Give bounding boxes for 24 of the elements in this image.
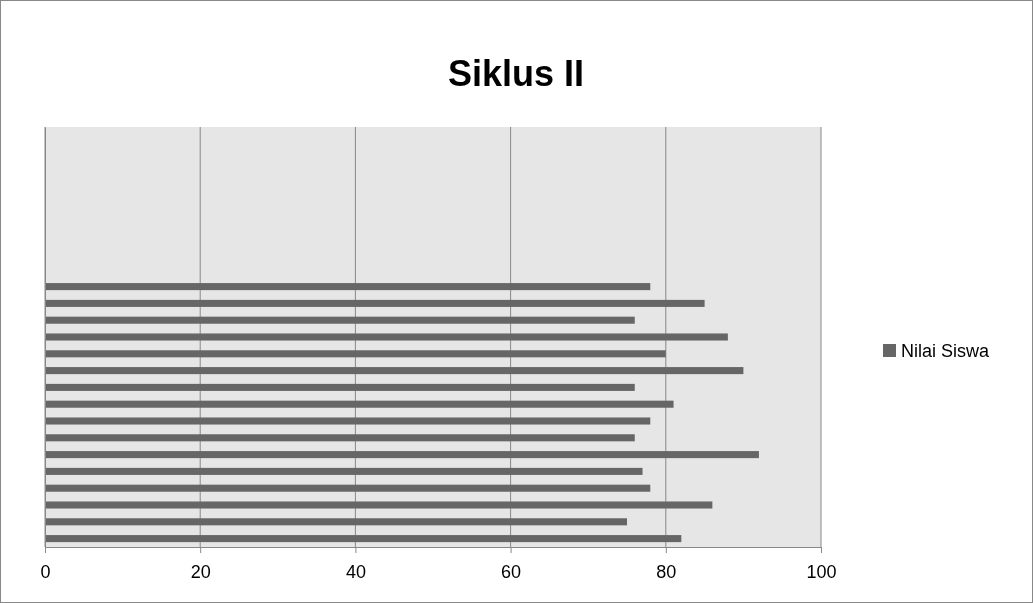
bar bbox=[45, 400, 674, 408]
bar bbox=[45, 383, 635, 391]
bar bbox=[45, 501, 713, 509]
x-tick-label: 80 bbox=[656, 561, 677, 582]
x-tick-label: 40 bbox=[345, 561, 366, 582]
bar bbox=[45, 417, 651, 425]
x-tick-label: 0 bbox=[40, 561, 51, 582]
bar bbox=[45, 299, 705, 307]
bar bbox=[45, 467, 643, 475]
bar bbox=[45, 518, 627, 526]
chart-title: Siklus II bbox=[447, 53, 585, 94]
bar bbox=[45, 283, 651, 291]
bar bbox=[45, 367, 744, 375]
bar bbox=[45, 434, 635, 442]
bar bbox=[45, 484, 651, 492]
bar bbox=[45, 333, 728, 341]
legend-label: Nilai Siswa bbox=[901, 341, 991, 361]
x-tick-label: 100 bbox=[806, 561, 837, 582]
bar bbox=[45, 316, 635, 324]
bar bbox=[45, 350, 666, 358]
bar bbox=[45, 535, 682, 543]
x-tick-label: 20 bbox=[190, 561, 211, 582]
bar bbox=[45, 451, 759, 459]
x-tick-label: 60 bbox=[501, 561, 522, 582]
